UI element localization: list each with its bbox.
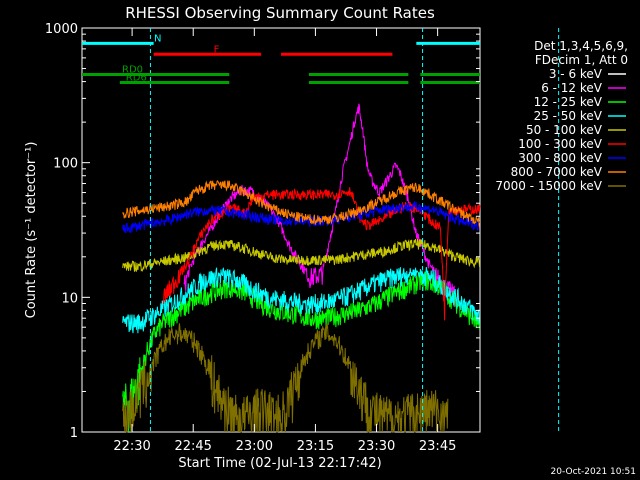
chart-title: RHESSI Observing Summary Count Rates [125, 4, 435, 22]
legend-label-5: 50 - 100 keV [526, 123, 603, 137]
series-line-6 [163, 187, 481, 321]
plot-frame [81, 27, 481, 433]
series-line-3 [122, 271, 481, 433]
y-axis-label: Count Rate (s⁻¹ detector⁻¹) [24, 142, 39, 319]
legend-title-line-2: FDecim 1, Att 0 [535, 53, 628, 67]
x-tick-label-2: 22:45 [174, 439, 211, 454]
legend-label-2: 6 - 12 keV [541, 81, 603, 95]
legend-label-6: 100 - 300 keV [518, 137, 602, 151]
x-tick-label-4: 23:15 [297, 439, 334, 454]
legend-label-7: 300 - 800 keV [518, 151, 602, 165]
legend: Det 1,3,4,5,6,9, FDecim 1, Att 0 3 - 6 k… [495, 39, 628, 193]
series-line-5 [122, 238, 481, 272]
flag-label-rd6: RD6 [126, 72, 147, 83]
series-line-7 [122, 200, 481, 234]
legend-label-4: 25 - 50 keV [534, 109, 603, 123]
series-line-4 [122, 266, 480, 334]
flag-label-rd0: RD0 [122, 64, 143, 75]
legend-label-8: 800 - 7000 keV [511, 165, 603, 179]
x-tick-label-3: 23:00 [236, 439, 273, 454]
legend-label-9: 7000 - 15000 keV [495, 179, 602, 193]
x-tick-label-1: 22:30 [113, 439, 150, 454]
x-tick-label-5: 23:30 [358, 439, 395, 454]
series-line-8 [122, 180, 481, 229]
flag-label-f: F [214, 44, 220, 55]
flag-label-n: N [154, 33, 161, 44]
legend-title-line-1: Det 1,3,4,5,6,9, [534, 39, 628, 53]
legend-label-1: 3 - 6 keV [549, 67, 603, 81]
y-tick-label-3: 100 [53, 157, 78, 172]
x-tick-label-6: 23:45 [419, 439, 456, 454]
x-axis-label: Start Time (02-Jul-13 22:17:42) [178, 456, 381, 471]
legend-label-3: 12 - 25 keV [534, 95, 603, 109]
y-tick-label-2: 10 [61, 291, 78, 306]
series-line-9 [122, 323, 449, 433]
y-tick-label-4: 1000 [45, 22, 78, 37]
timestamp: 20-Oct-2021 10:51 [551, 467, 636, 477]
y-tick-label-1: 1 [70, 426, 78, 441]
